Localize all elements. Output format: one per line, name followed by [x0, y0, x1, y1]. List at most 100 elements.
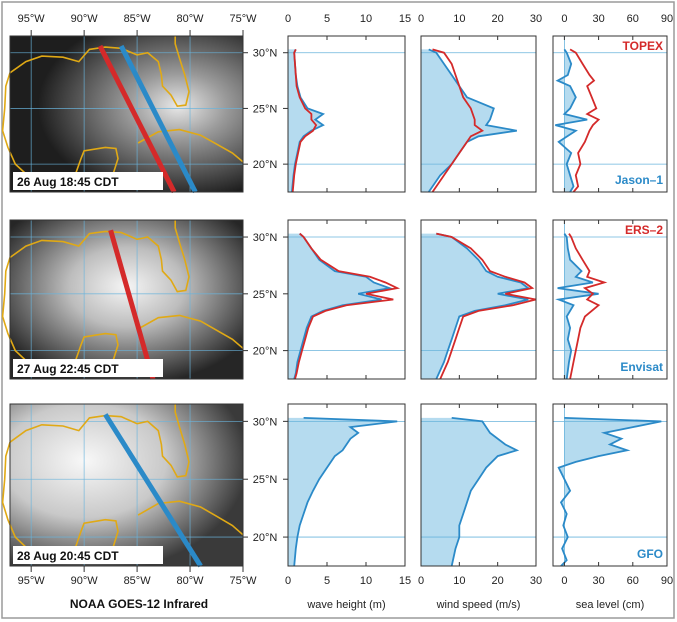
area-fill	[421, 233, 529, 379]
lat-tick-label: 20°N	[253, 159, 278, 171]
map-frame	[9, 219, 244, 380]
x-axis-label: wind speed (m/s)	[436, 599, 521, 611]
x-tick-label-bottom: 20	[492, 575, 504, 587]
profile-frame	[552, 35, 668, 193]
x-tick-label-top: 10	[360, 13, 372, 25]
map-frame	[9, 35, 244, 193]
profile-panel-wave_height-2	[287, 219, 406, 380]
mission-label-bottom: GFO	[637, 547, 663, 561]
profile-panel-sea_level-2	[552, 219, 668, 380]
lon-tick-label-bottom: 85°W	[124, 575, 152, 587]
profile-frame	[287, 219, 406, 380]
area-fill	[555, 49, 588, 192]
profile-panels: 0 0 5 5 10 10 15 15 wave height (m) 0 0 10 10 20 20 30 3…	[285, 13, 673, 611]
ground-track-red	[108, 229, 156, 380]
area-fill	[557, 233, 599, 379]
lon-tick-label-top: 85°W	[124, 13, 152, 25]
coastline	[9, 220, 190, 293]
lon-tick-label-top: 75°W	[229, 13, 257, 25]
lon-tick-label-bottom: 80°W	[177, 575, 205, 587]
coastline	[9, 36, 190, 108]
timestamp-label: 28 Aug 20:45 CDT	[17, 549, 119, 563]
profile-frame	[552, 219, 668, 380]
profile-frame	[420, 219, 537, 380]
coastline	[137, 500, 244, 536]
satellite-caption: NOAA GOES-12 Infrared	[70, 597, 208, 611]
ground-track-blue	[118, 44, 198, 194]
series-line-red	[569, 48, 601, 192]
series-line-red	[431, 48, 485, 192]
profile-panel-wind_speed-3	[420, 403, 537, 567]
mission-label-top: TOPEX	[623, 39, 663, 53]
lat-tick-label: 20°N	[253, 346, 278, 358]
coastline	[9, 404, 190, 478]
x-tick-label-top: 5	[324, 13, 330, 25]
lat-tick-label: 30°N	[253, 416, 278, 428]
map-panel-3: 28 Aug 20:45 CDT	[1, 403, 244, 568]
profile-frame	[287, 35, 406, 193]
series-line-blue	[435, 232, 531, 379]
profile-panel-wave_height-3	[287, 403, 406, 567]
lat-tick-label: 30°N	[253, 232, 278, 244]
profile-frame	[552, 403, 668, 567]
lat-tick-label: 25°N	[253, 474, 278, 486]
area-fill	[288, 417, 398, 566]
ground-track-blue	[103, 413, 203, 568]
x-tick-label-top: 10	[453, 13, 465, 25]
x-tick-label-top: 0	[285, 13, 291, 25]
map-panel-2: 27 Aug 22:45 CDT	[1, 219, 244, 380]
series-line-blue	[557, 417, 662, 566]
x-tick-label-bottom: 10	[360, 575, 372, 587]
series-line-blue	[555, 48, 588, 192]
lon-tick-label-bottom: 90°W	[71, 575, 99, 587]
series-line-red	[436, 232, 536, 379]
series-line-blue	[293, 417, 398, 566]
x-tick-label-bottom: 90	[661, 575, 673, 587]
lat-tick-label: 30°N	[253, 48, 278, 60]
x-tick-label-bottom: 15	[399, 575, 411, 587]
x-tick-label-top: 0	[418, 13, 424, 25]
ground-track-red	[97, 44, 177, 194]
coastline	[137, 314, 244, 349]
x-tick-label-bottom: 5	[324, 575, 330, 587]
x-tick-label-bottom: 60	[627, 575, 639, 587]
satellite-image	[10, 404, 243, 566]
x-tick-label-bottom: 30	[530, 575, 542, 587]
satellite-image	[10, 220, 243, 379]
mission-label-bottom: Jason–1	[615, 173, 663, 187]
lon-tick-label-top: 90°W	[71, 13, 99, 25]
timestamp-label: 26 Aug 18:45 CDT	[17, 175, 119, 189]
x-tick-label-top: 30	[592, 13, 604, 25]
lat-tick-label: 25°N	[253, 103, 278, 115]
mission-label-bottom: Envisat	[620, 360, 663, 374]
lat-tick-label: 20°N	[253, 532, 278, 544]
profile-panel-wind_speed-1	[420, 35, 537, 193]
lon-tick-label-bottom: 75°W	[229, 575, 257, 587]
x-axis-label: sea level (cm)	[576, 599, 644, 611]
series-line-red	[568, 233, 608, 379]
series-line-red	[294, 232, 401, 379]
profile-panel-sea_level-3	[552, 403, 668, 567]
lon-tick-label-top: 95°W	[18, 13, 46, 25]
lat-tick-label: 25°N	[253, 289, 278, 301]
timestamp-box	[13, 172, 163, 190]
area-fill	[558, 417, 662, 566]
profile-frame	[287, 403, 406, 567]
timestamp-box	[13, 359, 163, 377]
profile-panel-sea_level-1	[552, 35, 668, 193]
profile-frame	[420, 35, 537, 193]
lon-tick-label-top: 80°W	[177, 13, 205, 25]
series-line-blue	[293, 232, 393, 379]
x-tick-label-bottom: 0	[418, 575, 424, 587]
x-tick-label-top: 60	[627, 13, 639, 25]
coastline	[137, 128, 244, 163]
x-tick-label-top: 15	[399, 13, 411, 25]
timestamp-box	[13, 546, 163, 564]
series-line-blue	[555, 233, 599, 379]
x-tick-label-bottom: 30	[592, 575, 604, 587]
area-fill	[421, 49, 517, 192]
mission-label-top: ERS–2	[625, 223, 663, 237]
series-line-blue	[450, 417, 520, 566]
map-panels: 26 Aug 18:45 CDT 27 Aug 22:45 CDT 28 Aug 2…	[1, 35, 244, 568]
